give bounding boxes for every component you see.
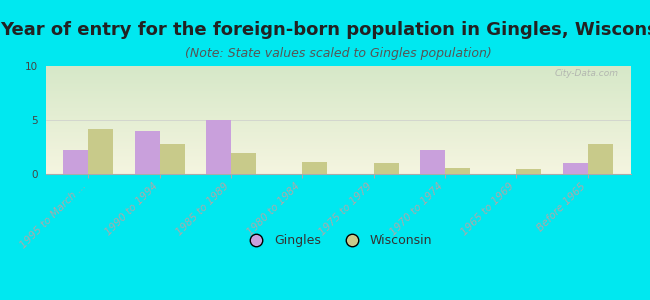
Bar — [302, 162, 328, 174]
Bar — [135, 131, 160, 174]
Title: Year of entry for the foreign-born population in Gingles, Wisconsin: Year of entry for the foreign-born popul… — [0, 21, 650, 39]
Legend: Gingles, Wisconsin: Gingles, Wisconsin — [239, 229, 437, 252]
Bar — [420, 150, 445, 174]
Bar — [588, 144, 613, 174]
Bar — [63, 150, 88, 174]
Bar — [88, 129, 113, 174]
Bar — [160, 144, 185, 174]
Text: City-Data.com: City-Data.com — [555, 69, 619, 78]
Bar — [516, 169, 541, 174]
Text: (Note: State values scaled to Gingles population): (Note: State values scaled to Gingles po… — [185, 46, 491, 59]
Bar — [445, 167, 470, 174]
Bar — [374, 163, 398, 174]
Bar — [206, 120, 231, 174]
Bar — [563, 163, 588, 174]
Bar — [231, 154, 256, 174]
